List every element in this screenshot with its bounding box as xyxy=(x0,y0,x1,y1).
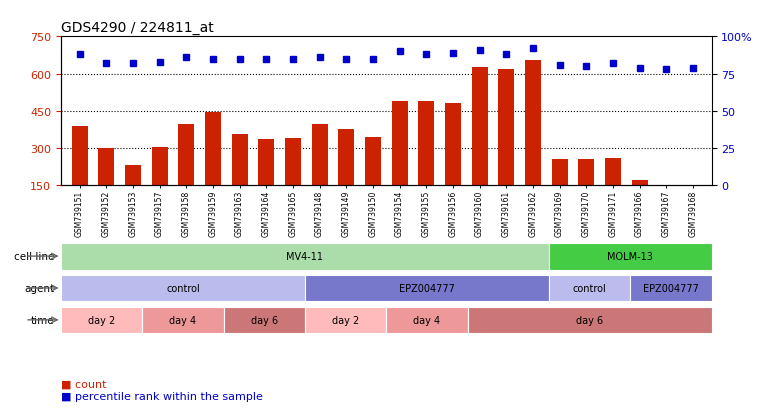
Bar xyxy=(338,130,354,186)
Bar xyxy=(365,138,380,186)
Bar xyxy=(605,159,621,186)
Bar xyxy=(387,307,467,333)
Bar xyxy=(578,160,594,186)
Bar xyxy=(685,186,701,193)
Bar xyxy=(658,186,674,191)
Bar xyxy=(472,68,488,186)
Bar xyxy=(61,307,142,333)
Text: EPZ004777: EPZ004777 xyxy=(643,283,699,293)
Text: GDS4290 / 224811_at: GDS4290 / 224811_at xyxy=(61,21,214,35)
Bar xyxy=(72,126,88,186)
Bar xyxy=(151,147,167,186)
Bar xyxy=(178,125,194,186)
Text: MV4-11: MV4-11 xyxy=(286,252,323,261)
Bar xyxy=(258,140,274,186)
Text: agent: agent xyxy=(24,283,54,293)
Bar xyxy=(445,104,461,186)
Bar xyxy=(552,160,568,186)
Bar xyxy=(632,181,648,186)
Bar xyxy=(142,307,224,333)
Text: time: time xyxy=(30,315,54,325)
Bar xyxy=(231,135,247,186)
Text: EPZ004777: EPZ004777 xyxy=(399,283,455,293)
Bar xyxy=(61,275,305,301)
Bar xyxy=(125,166,141,186)
Text: day 4: day 4 xyxy=(413,315,441,325)
Bar xyxy=(549,244,712,270)
Bar xyxy=(525,61,541,186)
Text: cell line: cell line xyxy=(14,252,54,261)
Bar xyxy=(305,307,387,333)
Text: day 6: day 6 xyxy=(250,315,278,325)
Bar xyxy=(392,102,408,186)
Text: ■ percentile rank within the sample: ■ percentile rank within the sample xyxy=(61,392,263,401)
Bar xyxy=(224,307,305,333)
Bar xyxy=(498,69,514,186)
Bar xyxy=(98,149,114,186)
Text: day 4: day 4 xyxy=(169,315,196,325)
Bar xyxy=(285,139,301,186)
Bar xyxy=(630,275,712,301)
Bar xyxy=(305,275,549,301)
Text: control: control xyxy=(573,283,607,293)
Text: day 6: day 6 xyxy=(576,315,603,325)
Bar xyxy=(549,275,630,301)
Bar xyxy=(419,102,435,186)
Text: MOLM-13: MOLM-13 xyxy=(607,252,653,261)
Bar xyxy=(205,113,221,186)
Bar xyxy=(311,125,327,186)
Text: day 2: day 2 xyxy=(88,315,115,325)
Bar xyxy=(467,307,712,333)
Text: ■ count: ■ count xyxy=(61,379,107,389)
Text: control: control xyxy=(166,283,199,293)
Bar xyxy=(61,244,549,270)
Text: day 2: day 2 xyxy=(332,315,359,325)
